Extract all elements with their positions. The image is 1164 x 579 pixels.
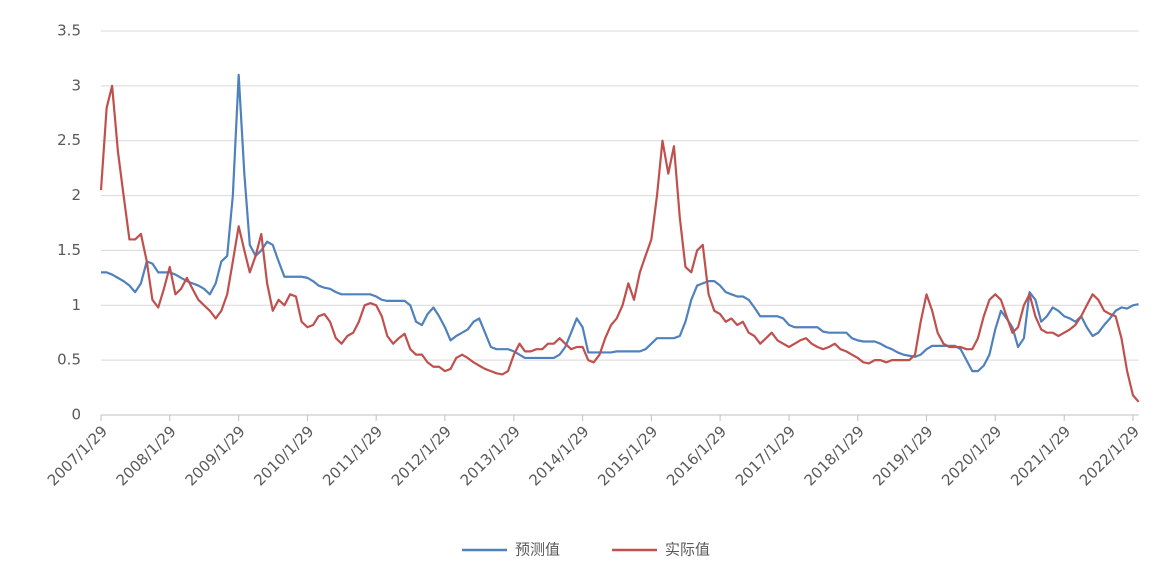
y-tick-label: 1 xyxy=(71,296,81,314)
x-tick-label: 2014/1/29 xyxy=(525,422,592,489)
y-tick-label: 0.5 xyxy=(57,351,81,369)
y-tick-label: 0 xyxy=(71,406,81,424)
legend-label: 实际值 xyxy=(665,541,710,559)
x-tick-label: 2011/1/29 xyxy=(319,422,386,489)
legend-label: 预测值 xyxy=(515,541,560,559)
y-tick-label: 2 xyxy=(71,186,81,204)
series-line xyxy=(99,84,1140,403)
x-tick-label: 2021/1/29 xyxy=(1007,422,1074,489)
y-tick-label: 3.5 xyxy=(57,22,81,40)
y-tick-label: 2.5 xyxy=(57,131,81,149)
x-tick-label: 2015/1/29 xyxy=(594,422,661,489)
x-tick-label: 2012/1/29 xyxy=(388,422,455,489)
x-tick-label: 2007/1/29 xyxy=(44,422,111,489)
x-tick-label: 2010/1/29 xyxy=(250,422,317,489)
x-tick-label: 2017/1/29 xyxy=(732,422,799,489)
y-tick-label: 1.5 xyxy=(57,241,81,259)
x-tick-label: 2009/1/29 xyxy=(182,422,249,489)
x-tick-label: 2022/1/29 xyxy=(1076,422,1143,489)
x-tick-label: 2013/1/29 xyxy=(457,422,524,489)
x-tick-label: 2018/1/29 xyxy=(801,422,868,489)
x-tick-label: 2020/1/29 xyxy=(938,422,1005,489)
x-tick-label: 2016/1/29 xyxy=(663,422,730,489)
series-line xyxy=(101,73,1139,373)
x-tick-label: 2019/1/29 xyxy=(869,422,936,489)
x-tick-label: 2008/1/29 xyxy=(113,422,180,489)
y-tick-label: 3 xyxy=(71,76,81,94)
